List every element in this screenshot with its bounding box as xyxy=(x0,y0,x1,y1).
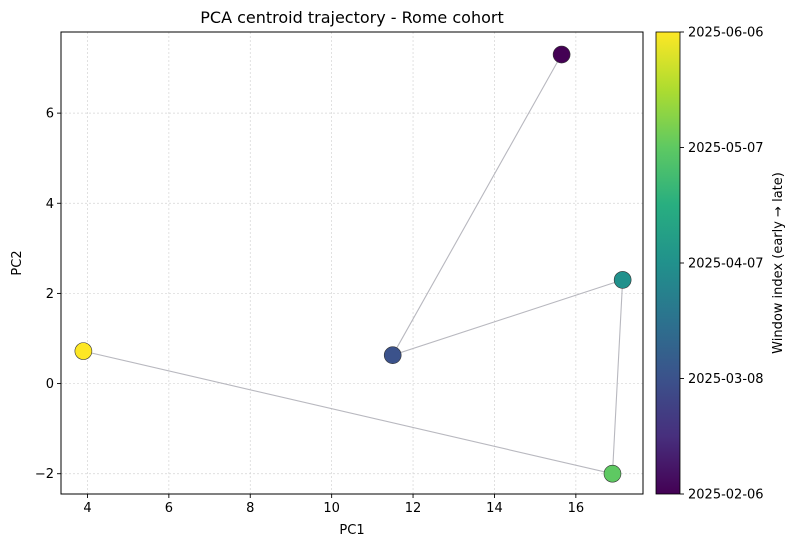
colorbar-tick-label: 2025-04-07 xyxy=(688,257,764,272)
data-point xyxy=(613,271,632,289)
colorbar-label: Window index (early → late) xyxy=(771,172,786,354)
plot-frame xyxy=(60,31,644,495)
x-tick-label: 6 xyxy=(165,501,173,516)
colorbar xyxy=(655,31,681,495)
colorbar-ticks: 2025-06-06 2025-05-07 2025-04-07 2025-03-08… xyxy=(680,26,764,503)
x-tick-label: 16 xyxy=(568,501,585,516)
x-axis-ticks: 4 6 8 10 12 14 16 xyxy=(83,494,584,516)
trajectory-line xyxy=(83,54,624,475)
points xyxy=(74,45,632,483)
chart-title: PCA centroid trajectory - Rome cohort xyxy=(200,8,503,27)
x-tick-label: 12 xyxy=(405,501,422,516)
grid xyxy=(61,32,643,494)
data-point xyxy=(383,346,402,364)
data-point xyxy=(603,464,622,483)
data-point xyxy=(552,45,571,64)
x-tick-label: 14 xyxy=(486,501,503,516)
x-tick-label: 10 xyxy=(323,501,340,516)
x-tick-label: 4 xyxy=(83,501,91,516)
colorbar-tick-label: 2025-06-06 xyxy=(688,26,764,41)
y-axis-label: PC2 xyxy=(10,250,25,275)
colorbar-tick-label: 2025-05-07 xyxy=(688,141,764,156)
data-point xyxy=(74,342,93,360)
y-tick-label: 4 xyxy=(46,197,54,212)
y-axis-ticks: −2 0 2 4 6 xyxy=(35,107,61,482)
colorbar-tick-label: 2025-02-06 xyxy=(688,488,764,503)
y-tick-label: 0 xyxy=(46,377,54,392)
x-axis-label: PC1 xyxy=(339,523,364,538)
colorbar-tick-label: 2025-03-08 xyxy=(688,372,764,387)
x-tick-label: 8 xyxy=(246,501,254,516)
y-tick-label: −2 xyxy=(35,467,54,482)
y-tick-label: 2 xyxy=(46,287,54,302)
y-tick-label: 6 xyxy=(46,107,54,122)
